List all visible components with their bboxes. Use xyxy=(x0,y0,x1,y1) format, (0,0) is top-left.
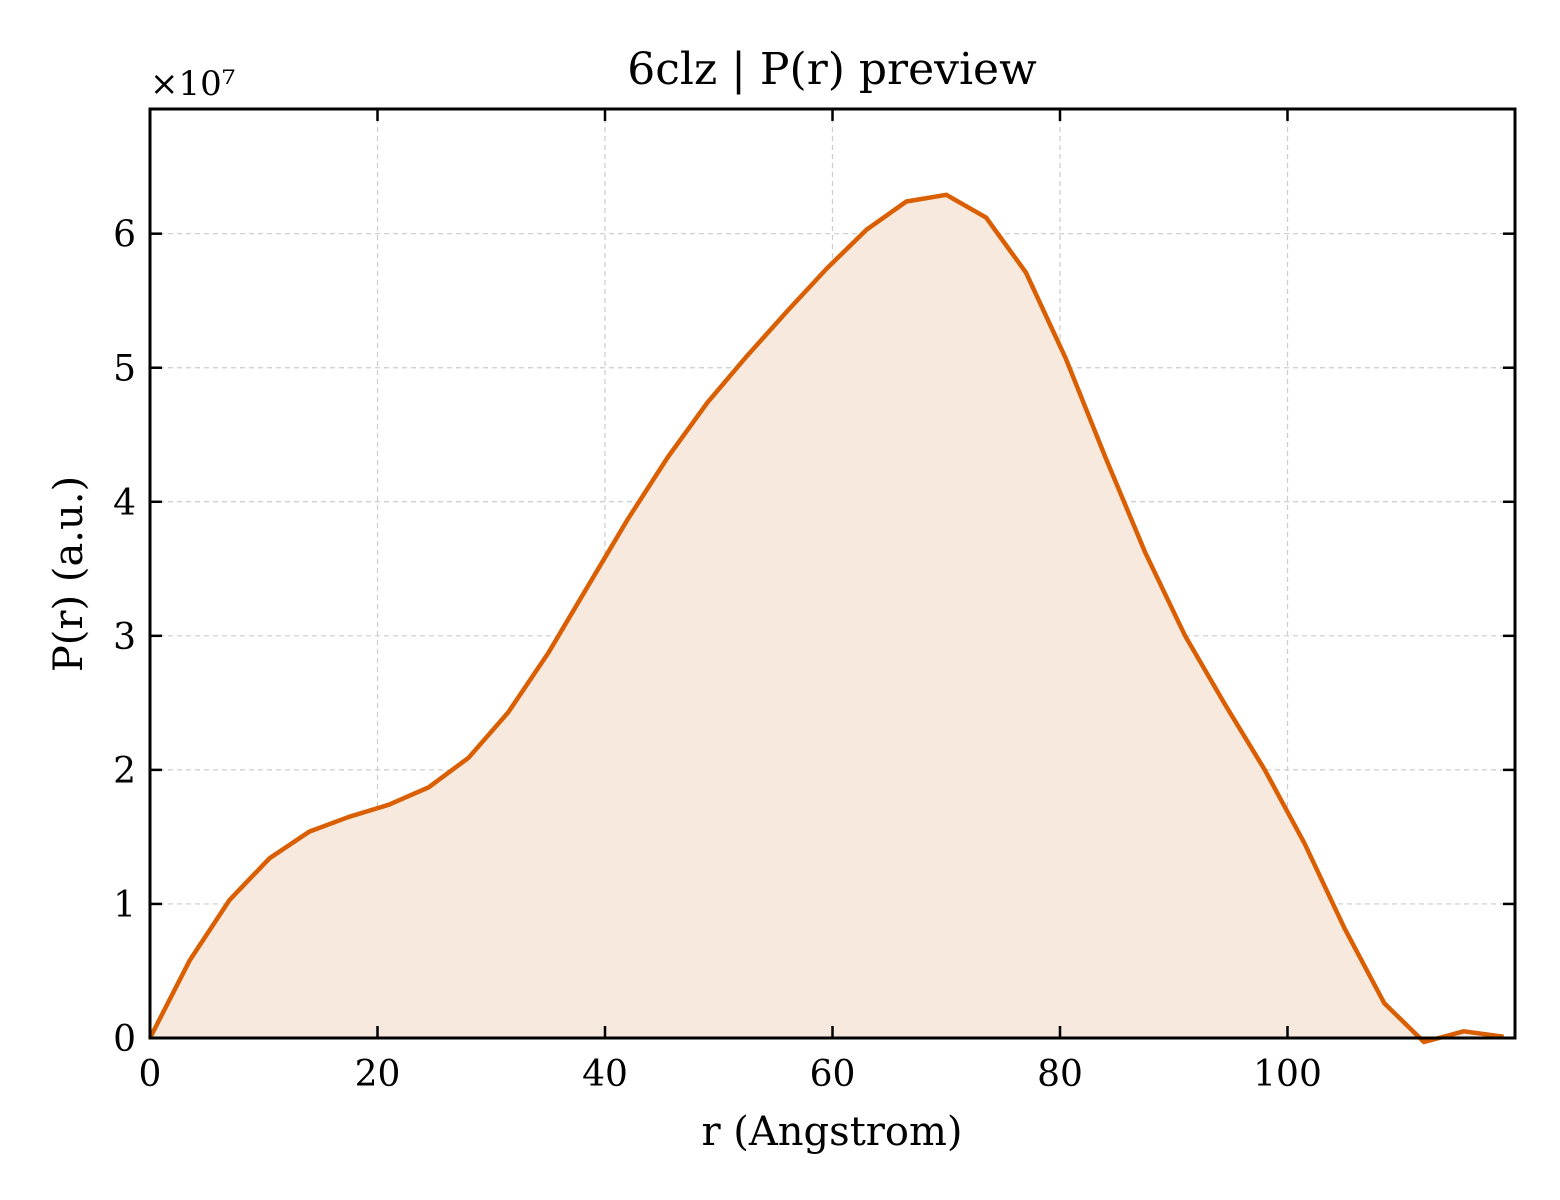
y-tick-label: 4 xyxy=(113,483,136,524)
x-tick-label: 20 xyxy=(355,1054,401,1095)
pr-curve xyxy=(147,192,1504,1045)
y-tick-label: 6 xyxy=(113,215,136,256)
y-axis-multiplier: ×10⁷ xyxy=(150,64,235,104)
y-tick-label: 1 xyxy=(113,885,136,926)
y-axis-label: P(r) (a.u.) xyxy=(46,476,92,672)
y-tick-label: 5 xyxy=(113,349,136,390)
x-axis: 0 20 40 60 80 100 xyxy=(139,109,1322,1095)
x-tick-label: 60 xyxy=(810,1054,856,1095)
x-tick-label: 40 xyxy=(582,1054,628,1095)
x-axis-label: r (Angstrom) xyxy=(701,1109,962,1155)
chart-title: 6clz | P(r) preview xyxy=(627,44,1037,95)
y-axis: 0 1 2 3 4 5 6 xyxy=(113,215,1515,1060)
x-tick-label: 80 xyxy=(1037,1054,1083,1095)
y-tick-label: 3 xyxy=(113,617,136,658)
x-tick-label: 0 xyxy=(139,1054,162,1095)
pr-area-fill xyxy=(150,194,1504,1043)
y-tick-label: 0 xyxy=(113,1019,136,1060)
y-tick-label: 2 xyxy=(113,751,136,792)
x-tick-label: 100 xyxy=(1253,1054,1322,1095)
